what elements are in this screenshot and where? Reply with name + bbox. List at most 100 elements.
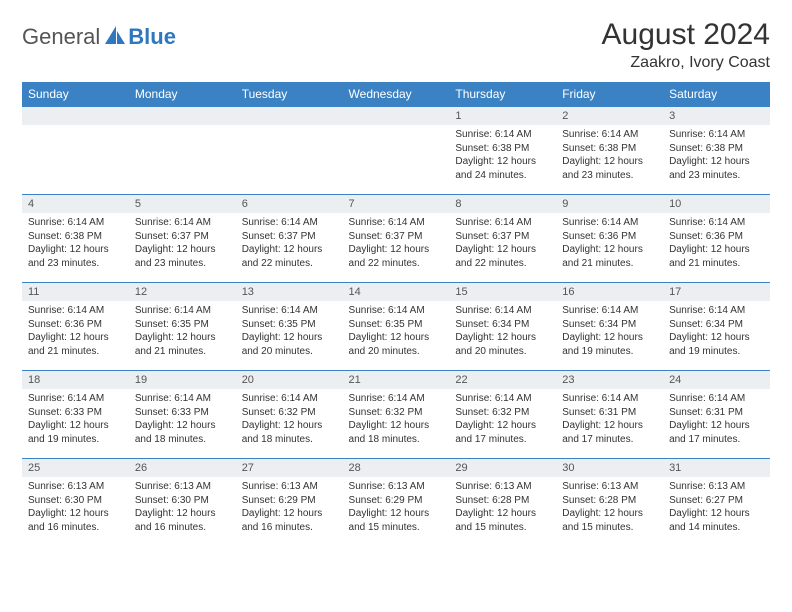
day-details: Sunrise: 6:14 AMSunset: 6:37 PMDaylight:… (129, 213, 236, 274)
weekday-header: Sunday (22, 82, 129, 107)
day-number (236, 107, 343, 125)
weekday-header: Wednesday (343, 82, 450, 107)
calendar-day: 30Sunrise: 6:13 AMSunset: 6:28 PMDayligh… (556, 459, 663, 547)
day-number: 25 (22, 459, 129, 477)
day-details: Sunrise: 6:14 AMSunset: 6:38 PMDaylight:… (449, 125, 556, 186)
calendar-day: 22Sunrise: 6:14 AMSunset: 6:32 PMDayligh… (449, 371, 556, 459)
day-number: 2 (556, 107, 663, 125)
day-number: 9 (556, 195, 663, 213)
day-number: 8 (449, 195, 556, 213)
day-details: Sunrise: 6:13 AMSunset: 6:30 PMDaylight:… (22, 477, 129, 538)
day-details: Sunrise: 6:14 AMSunset: 6:35 PMDaylight:… (129, 301, 236, 362)
logo: General Blue (22, 18, 176, 50)
calendar-day: 25Sunrise: 6:13 AMSunset: 6:30 PMDayligh… (22, 459, 129, 547)
day-number: 21 (343, 371, 450, 389)
day-details: Sunrise: 6:14 AMSunset: 6:37 PMDaylight:… (236, 213, 343, 274)
day-details: Sunrise: 6:14 AMSunset: 6:32 PMDaylight:… (236, 389, 343, 450)
day-number: 19 (129, 371, 236, 389)
weekday-header: Tuesday (236, 82, 343, 107)
month-title: August 2024 (602, 18, 770, 52)
logo-text-2: Blue (128, 24, 176, 50)
calendar-empty (22, 107, 129, 195)
calendar-day: 23Sunrise: 6:14 AMSunset: 6:31 PMDayligh… (556, 371, 663, 459)
day-number: 16 (556, 283, 663, 301)
weekday-header: Thursday (449, 82, 556, 107)
calendar-day: 1Sunrise: 6:14 AMSunset: 6:38 PMDaylight… (449, 107, 556, 195)
day-details: Sunrise: 6:14 AMSunset: 6:32 PMDaylight:… (449, 389, 556, 450)
calendar-empty (129, 107, 236, 195)
calendar-day: 4Sunrise: 6:14 AMSunset: 6:38 PMDaylight… (22, 195, 129, 283)
calendar-day: 12Sunrise: 6:14 AMSunset: 6:35 PMDayligh… (129, 283, 236, 371)
day-number: 14 (343, 283, 450, 301)
day-number: 31 (663, 459, 770, 477)
day-details: Sunrise: 6:14 AMSunset: 6:35 PMDaylight:… (343, 301, 450, 362)
day-details: Sunrise: 6:13 AMSunset: 6:30 PMDaylight:… (129, 477, 236, 538)
logo-sail-icon (104, 25, 126, 50)
day-number: 12 (129, 283, 236, 301)
calendar-day: 6Sunrise: 6:14 AMSunset: 6:37 PMDaylight… (236, 195, 343, 283)
calendar-day: 5Sunrise: 6:14 AMSunset: 6:37 PMDaylight… (129, 195, 236, 283)
day-details: Sunrise: 6:14 AMSunset: 6:34 PMDaylight:… (449, 301, 556, 362)
calendar-day: 9Sunrise: 6:14 AMSunset: 6:36 PMDaylight… (556, 195, 663, 283)
day-details: Sunrise: 6:14 AMSunset: 6:37 PMDaylight:… (449, 213, 556, 274)
day-number: 5 (129, 195, 236, 213)
day-number: 6 (236, 195, 343, 213)
day-number: 27 (236, 459, 343, 477)
location: Zaakro, Ivory Coast (602, 54, 770, 72)
day-details: Sunrise: 6:14 AMSunset: 6:33 PMDaylight:… (22, 389, 129, 450)
calendar-day: 7Sunrise: 6:14 AMSunset: 6:37 PMDaylight… (343, 195, 450, 283)
day-details: Sunrise: 6:14 AMSunset: 6:35 PMDaylight:… (236, 301, 343, 362)
day-details: Sunrise: 6:14 AMSunset: 6:38 PMDaylight:… (663, 125, 770, 186)
day-details: Sunrise: 6:14 AMSunset: 6:31 PMDaylight:… (663, 389, 770, 450)
day-details: Sunrise: 6:13 AMSunset: 6:28 PMDaylight:… (449, 477, 556, 538)
day-details: Sunrise: 6:14 AMSunset: 6:37 PMDaylight:… (343, 213, 450, 274)
day-number (129, 107, 236, 125)
day-number: 3 (663, 107, 770, 125)
day-details: Sunrise: 6:13 AMSunset: 6:28 PMDaylight:… (556, 477, 663, 538)
day-number: 20 (236, 371, 343, 389)
calendar-day: 14Sunrise: 6:14 AMSunset: 6:35 PMDayligh… (343, 283, 450, 371)
day-number: 15 (449, 283, 556, 301)
calendar-day: 20Sunrise: 6:14 AMSunset: 6:32 PMDayligh… (236, 371, 343, 459)
calendar-day: 28Sunrise: 6:13 AMSunset: 6:29 PMDayligh… (343, 459, 450, 547)
calendar-day: 27Sunrise: 6:13 AMSunset: 6:29 PMDayligh… (236, 459, 343, 547)
title-block: August 2024 Zaakro, Ivory Coast (602, 18, 770, 72)
calendar-day: 11Sunrise: 6:14 AMSunset: 6:36 PMDayligh… (22, 283, 129, 371)
calendar-day: 29Sunrise: 6:13 AMSunset: 6:28 PMDayligh… (449, 459, 556, 547)
day-number: 22 (449, 371, 556, 389)
calendar-head: SundayMondayTuesdayWednesdayThursdayFrid… (22, 82, 770, 107)
day-details: Sunrise: 6:14 AMSunset: 6:32 PMDaylight:… (343, 389, 450, 450)
calendar-day: 31Sunrise: 6:13 AMSunset: 6:27 PMDayligh… (663, 459, 770, 547)
day-details: Sunrise: 6:14 AMSunset: 6:38 PMDaylight:… (556, 125, 663, 186)
day-number: 13 (236, 283, 343, 301)
calendar-body: 1Sunrise: 6:14 AMSunset: 6:38 PMDaylight… (22, 107, 770, 547)
day-number: 4 (22, 195, 129, 213)
day-number: 7 (343, 195, 450, 213)
day-number: 23 (556, 371, 663, 389)
calendar-day: 3Sunrise: 6:14 AMSunset: 6:38 PMDaylight… (663, 107, 770, 195)
weekday-header: Saturday (663, 82, 770, 107)
day-number: 24 (663, 371, 770, 389)
day-details: Sunrise: 6:14 AMSunset: 6:34 PMDaylight:… (663, 301, 770, 362)
calendar-day: 15Sunrise: 6:14 AMSunset: 6:34 PMDayligh… (449, 283, 556, 371)
calendar-day: 2Sunrise: 6:14 AMSunset: 6:38 PMDaylight… (556, 107, 663, 195)
day-number: 30 (556, 459, 663, 477)
day-details: Sunrise: 6:13 AMSunset: 6:27 PMDaylight:… (663, 477, 770, 538)
day-number: 28 (343, 459, 450, 477)
calendar-empty (343, 107, 450, 195)
calendar-day: 13Sunrise: 6:14 AMSunset: 6:35 PMDayligh… (236, 283, 343, 371)
calendar-day: 16Sunrise: 6:14 AMSunset: 6:34 PMDayligh… (556, 283, 663, 371)
calendar-day: 19Sunrise: 6:14 AMSunset: 6:33 PMDayligh… (129, 371, 236, 459)
calendar-empty (236, 107, 343, 195)
day-number: 11 (22, 283, 129, 301)
day-details: Sunrise: 6:14 AMSunset: 6:36 PMDaylight:… (22, 301, 129, 362)
weekday-header: Friday (556, 82, 663, 107)
day-number (343, 107, 450, 125)
day-number (22, 107, 129, 125)
day-number: 10 (663, 195, 770, 213)
day-details: Sunrise: 6:14 AMSunset: 6:31 PMDaylight:… (556, 389, 663, 450)
day-details: Sunrise: 6:14 AMSunset: 6:36 PMDaylight:… (556, 213, 663, 274)
logo-text-1: General (22, 24, 100, 50)
day-details: Sunrise: 6:13 AMSunset: 6:29 PMDaylight:… (236, 477, 343, 538)
calendar-day: 26Sunrise: 6:13 AMSunset: 6:30 PMDayligh… (129, 459, 236, 547)
